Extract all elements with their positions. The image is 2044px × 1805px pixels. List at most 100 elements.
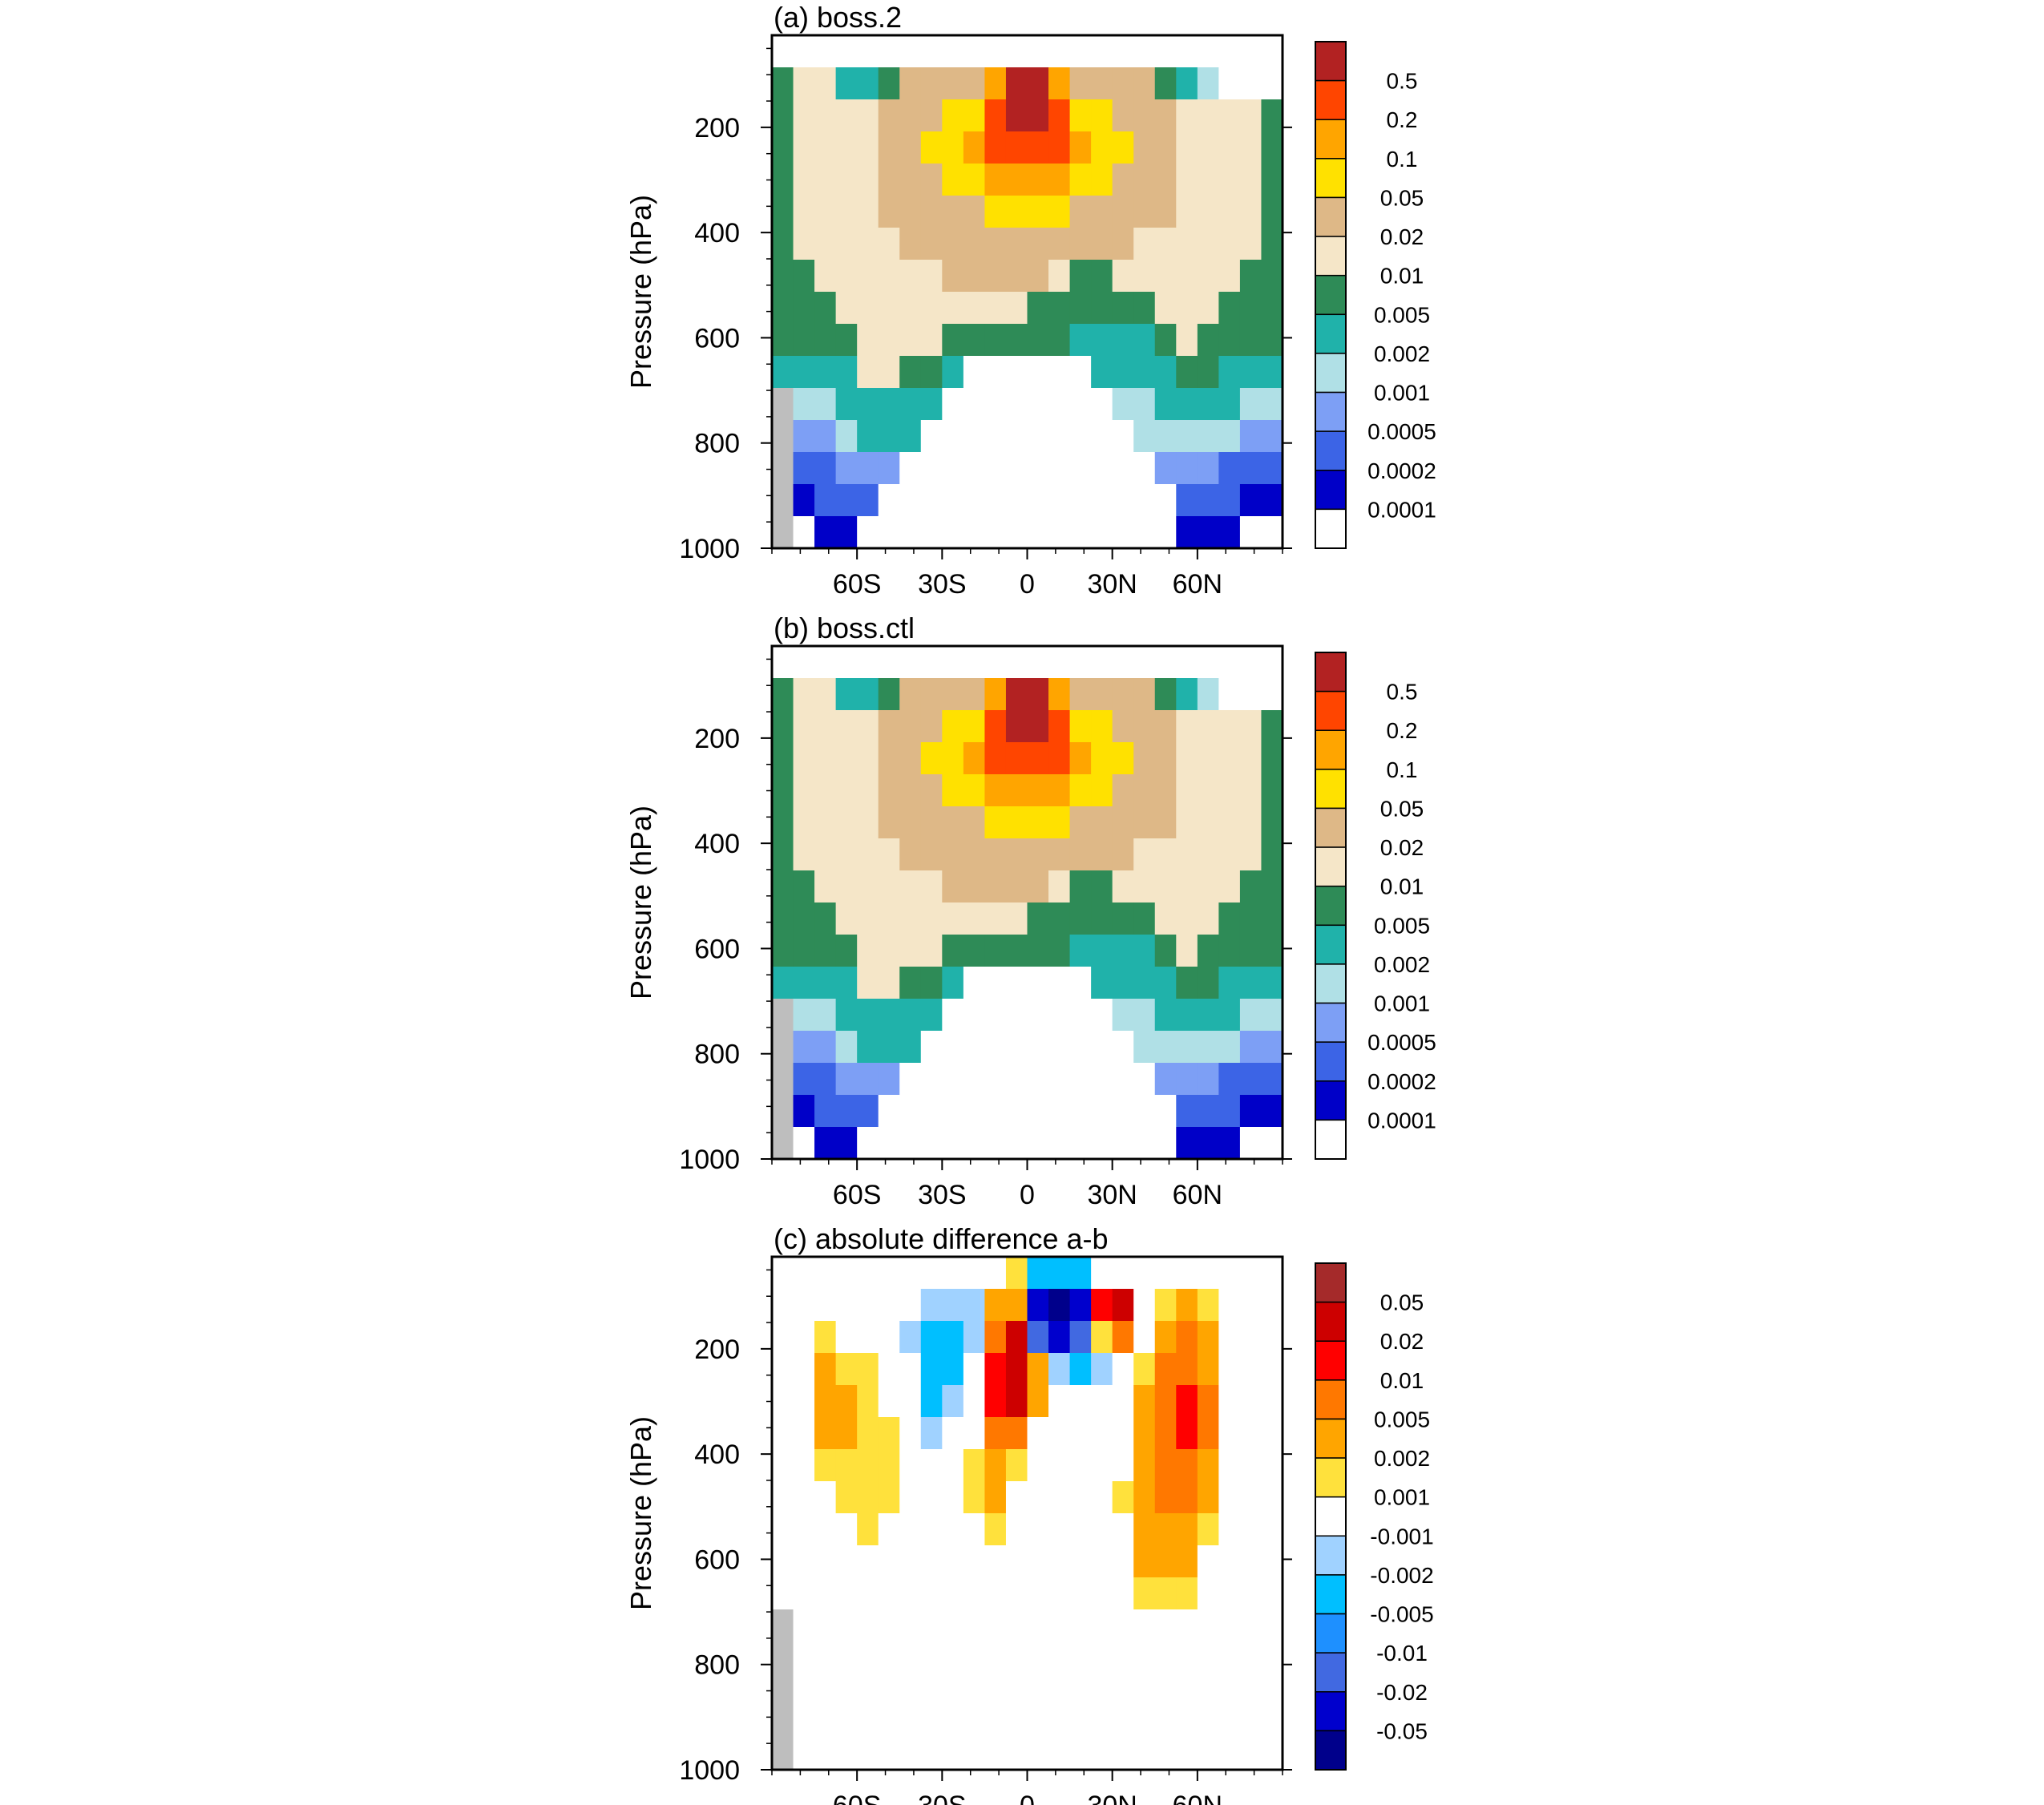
field-cell (1133, 292, 1156, 325)
field-cell (793, 1545, 815, 1578)
field-cell (1112, 742, 1134, 775)
field-cell (1154, 1449, 1177, 1482)
colorbar-box (1315, 1652, 1347, 1693)
field-cell (1005, 1706, 1028, 1738)
field-cell (963, 1577, 986, 1610)
field-cell (1091, 967, 1113, 999)
field-cell (1197, 1449, 1219, 1482)
field-cell (963, 260, 986, 293)
field-cell (1197, 1513, 1219, 1546)
field-cell (1261, 1353, 1283, 1386)
colorbar-box (1315, 846, 1347, 887)
field-cell (857, 516, 879, 549)
field-cell (1176, 67, 1198, 100)
field-cell (1154, 420, 1177, 453)
field-cell (857, 1674, 879, 1706)
field-cell (1027, 870, 1049, 903)
field-cell (899, 1417, 922, 1450)
field-cell (1112, 1353, 1134, 1386)
field-cell (1239, 806, 1262, 839)
field-cell (857, 1289, 879, 1322)
colorbar-label: 0.001 (1374, 991, 1430, 1016)
field-cell (878, 999, 900, 1032)
field-cell (1091, 1738, 1113, 1771)
field-cell (1176, 484, 1198, 517)
field-cell (1176, 1449, 1198, 1482)
field-cell (1027, 131, 1049, 164)
y-tick-label: 600 (694, 1545, 740, 1575)
field-cell (1112, 484, 1134, 517)
field-cell (1112, 228, 1134, 260)
field-cell (1239, 388, 1262, 421)
field-cell (1112, 388, 1134, 421)
x-tick-label: 30S (918, 1791, 967, 1805)
field-cell (1048, 774, 1071, 807)
field-cell (1091, 838, 1113, 871)
field-cell (1239, 1095, 1262, 1128)
field-cell (1154, 742, 1177, 775)
field-cell (1005, 452, 1028, 485)
colorbar-box (1315, 652, 1347, 693)
field-cell (772, 1289, 794, 1322)
field-cell (857, 1738, 879, 1771)
field-cell (1261, 516, 1283, 549)
field-cell (1261, 1609, 1283, 1642)
field-cell (1091, 67, 1113, 100)
panel-title: (b) boss.ctl (774, 612, 915, 644)
field-cell (1048, 1481, 1071, 1514)
field-cell (942, 1289, 964, 1322)
field-cell (1154, 1513, 1177, 1546)
field-cell (1261, 388, 1283, 421)
colorbar-box (1315, 1574, 1347, 1615)
field-cell (1133, 1545, 1156, 1578)
field-cell (1197, 967, 1219, 999)
field-cell (793, 516, 815, 549)
field-cell (793, 806, 815, 839)
field-cell (963, 1738, 986, 1771)
field-cell (963, 1031, 986, 1064)
field-cell (835, 710, 858, 743)
field-cell (814, 935, 837, 967)
field-cell (1091, 356, 1113, 389)
field-cell (1176, 1321, 1198, 1354)
field-cell (814, 1449, 837, 1482)
field-cell (920, 164, 943, 196)
field-cell (899, 935, 922, 967)
field-cell (835, 99, 858, 132)
field-cell (984, 1063, 1007, 1096)
field-cell (878, 1417, 900, 1450)
field-cell (920, 1321, 943, 1354)
field-cell (1069, 131, 1092, 164)
field-cell (793, 131, 815, 164)
colorbar-box (1315, 1080, 1347, 1121)
field-cell (878, 196, 900, 228)
field-cell (1027, 1738, 1049, 1771)
field-cell (793, 1257, 815, 1290)
field-cell (1091, 1706, 1113, 1738)
field-cell (984, 356, 1007, 389)
field-cell (772, 1127, 794, 1160)
field-cell (942, 678, 964, 711)
field-cell (1239, 967, 1262, 999)
field-cell (1154, 99, 1177, 132)
field-cell (1027, 774, 1049, 807)
field-cell (1069, 1706, 1092, 1738)
field-cell (1027, 1385, 1049, 1418)
field-cell (878, 1577, 900, 1610)
field-cell (1261, 1385, 1283, 1418)
field-cell (1133, 388, 1156, 421)
field-cell (1239, 999, 1262, 1032)
field-cell (1005, 1031, 1028, 1064)
field-cell (772, 935, 794, 967)
field-cell (1048, 67, 1071, 100)
field-cell (1112, 967, 1134, 999)
field-cell (835, 356, 858, 389)
field-cell (1091, 452, 1113, 485)
field-cell (835, 1289, 858, 1322)
field-cell (1154, 1353, 1177, 1386)
field-cell (1197, 838, 1219, 871)
field-cell (835, 292, 858, 325)
field-cell (1261, 292, 1283, 325)
field-cell (1218, 806, 1241, 839)
field-cell (1069, 1545, 1092, 1578)
